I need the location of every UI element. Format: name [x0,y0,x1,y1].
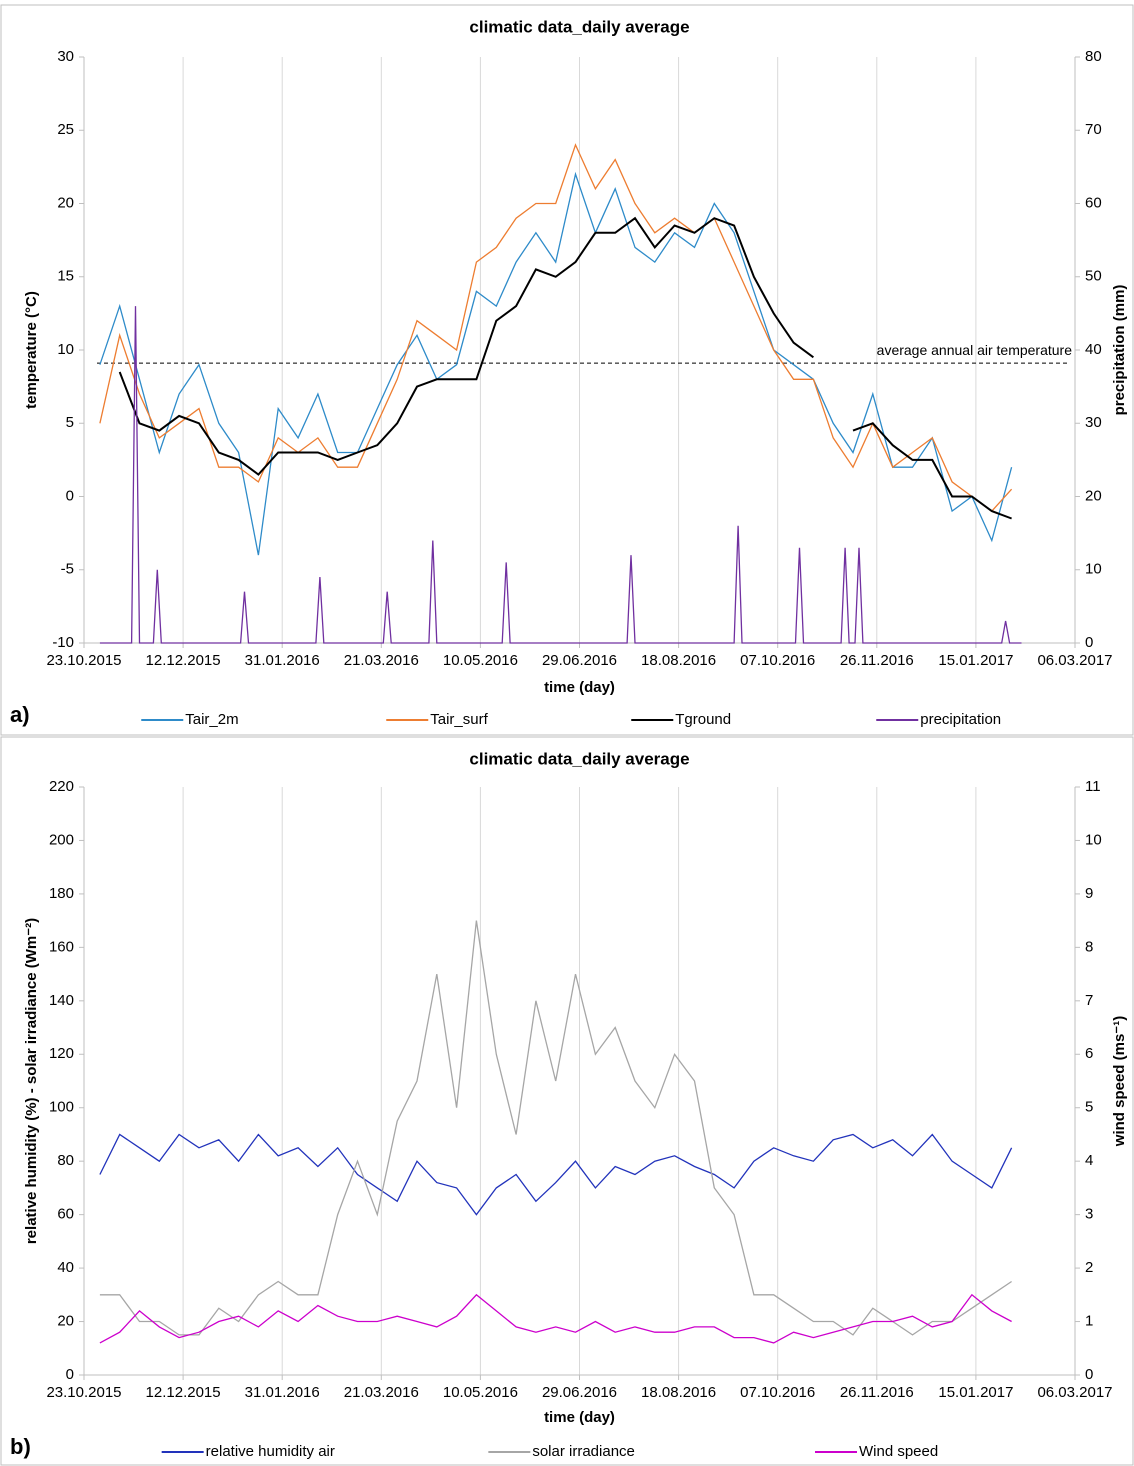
legend-label: Wind speed [859,1443,938,1460]
series-line [99,143,1013,512]
x-tick-label: 06.03.2017 [1037,1384,1112,1401]
y2-tick-label: 1 [1085,1313,1093,1330]
x-tick-label: 15.01.2017 [938,1384,1013,1401]
y-tick-label: 0 [66,487,74,504]
y-tick-label: 220 [49,778,74,795]
y-tick-label: 10 [57,341,74,358]
y2-tick-label: 10 [1085,561,1102,578]
y-tick-label: 100 [49,1099,74,1116]
legend-label: Tair_surf [430,711,488,728]
legend-label: solar irradiance [532,1443,635,1460]
y2-tick-label: 2 [1085,1259,1093,1276]
x-tick-label: 31.01.2016 [245,652,320,669]
y-tick-label: 20 [57,194,74,211]
x-tick-label: 29.06.2016 [542,1384,617,1401]
y-tick-label: 60 [57,1206,74,1223]
y-tick-label: 30 [57,48,74,65]
chart-title: climatic data_daily average [469,749,689,768]
series-line [118,216,1012,520]
y-tick-label: 40 [57,1259,74,1276]
legend-label: Tair_2m [185,711,238,728]
x-tick-label: 29.06.2016 [542,652,617,669]
x-tick-label: 31.01.2016 [245,1384,320,1401]
x-tick-label: 26.11.2016 [840,652,914,669]
legend-label: precipitation [920,711,1001,728]
x-tick-label: 21.03.2016 [344,1384,419,1401]
y2-tick-label: 0 [1085,634,1093,651]
legend-label: relative humidity air [206,1443,335,1460]
panel-label: b) [10,1434,31,1459]
series-line [99,1293,1012,1344]
x-tick-label: 12.12.2015 [146,652,221,669]
y2-tick-label: 30 [1085,414,1102,431]
series-line [99,1133,1013,1216]
y-tick-label: 20 [57,1313,74,1330]
x-tick-label: 18.08.2016 [641,652,716,669]
series-line [99,306,1022,644]
y2-tick-label: 11 [1085,778,1101,795]
y2-tick-label: 70 [1085,121,1102,138]
x-tick-label: 23.10.2015 [46,1384,121,1401]
panel-frame [0,4,1134,736]
y-tick-label: -5 [61,561,74,578]
y-tick-label: 80 [57,1152,74,1169]
y-tick-label: 0 [66,1366,74,1383]
x-tick-label: 23.10.2015 [46,652,121,669]
x-tick-label: 26.11.2016 [840,1384,914,1401]
y2-tick-label: 9 [1085,885,1093,902]
y-tick-label: 160 [49,938,74,955]
annotation: average annual air temperature [877,342,1073,358]
y-axis-label: relative humidity (%) - solar irradiance… [23,918,40,1244]
y-tick-label: 180 [49,885,74,902]
y2-tick-label: 20 [1085,487,1102,504]
x-tick-label: 10.05.2016 [443,652,518,669]
y2-tick-label: 8 [1085,938,1093,955]
x-tick-label: 12.12.2015 [146,1384,221,1401]
x-tick-label: 21.03.2016 [344,652,419,669]
panel-label: a) [10,702,30,727]
x-tick-label: 07.10.2016 [740,652,815,669]
series-line [99,920,1012,1336]
x-axis-label: time (day) [544,1409,615,1426]
y-tick-label: 5 [66,414,74,431]
y-axis-label: temperature (°C) [23,291,40,409]
y2-tick-label: 40 [1085,341,1102,358]
y-tick-label: 25 [57,121,74,138]
series-line [99,171,1013,556]
panel-frame [0,736,1134,1466]
y2-tick-label: 0 [1085,1366,1093,1383]
x-tick-label: 15.01.2017 [938,652,1013,669]
y2-tick-label: 60 [1085,194,1102,211]
x-axis-label: time (day) [544,679,615,696]
y2-tick-label: 50 [1085,268,1102,285]
y-tick-label: -10 [52,634,74,651]
legend-label: Tground [675,711,731,728]
y2-axis-label: wind speed (ms⁻¹) [1111,1016,1128,1147]
y2-tick-label: 80 [1085,48,1102,65]
y-tick-label: 15 [57,268,74,285]
y-tick-label: 120 [49,1045,74,1062]
x-tick-label: 10.05.2016 [443,1384,518,1401]
y-tick-label: 140 [49,992,74,1009]
y2-tick-label: 3 [1085,1206,1093,1223]
y2-tick-label: 7 [1085,992,1093,1009]
x-tick-label: 18.08.2016 [641,1384,716,1401]
y2-tick-label: 10 [1085,831,1102,848]
y2-tick-label: 5 [1085,1099,1093,1116]
x-tick-label: 06.03.2017 [1037,652,1112,669]
y2-tick-label: 4 [1085,1152,1093,1169]
y2-axis-label: precipitation (mm) [1111,285,1128,416]
y2-tick-label: 6 [1085,1045,1093,1062]
y-tick-label: 200 [49,831,74,848]
chart-title: climatic data_daily average [469,17,689,36]
x-tick-label: 07.10.2016 [740,1384,815,1401]
